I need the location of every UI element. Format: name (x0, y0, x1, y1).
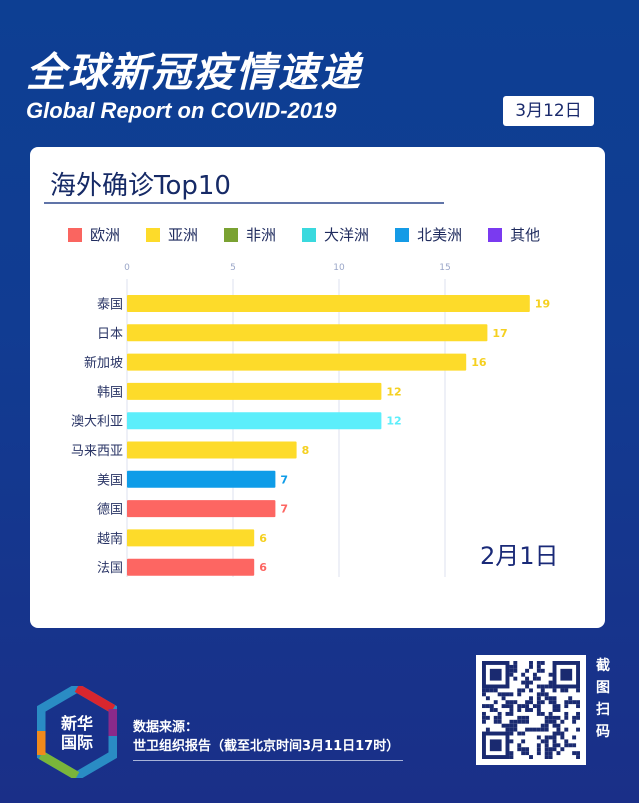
date-badge: 3月12日 (503, 96, 594, 126)
data-label: 19 (535, 298, 550, 311)
legend-swatch (146, 227, 161, 242)
data-label: 7 (280, 473, 288, 486)
data-label: 8 (302, 444, 310, 457)
bar (127, 558, 255, 576)
data-label: 12 (386, 415, 401, 428)
title-divider (44, 202, 444, 204)
category-label: 越南 (97, 531, 123, 547)
bar (127, 470, 276, 488)
source-label: 数据来源： (133, 720, 199, 735)
legend-item: 大洋洲 (302, 224, 369, 245)
category-label: 澳大利亚 (71, 414, 123, 430)
bar (127, 295, 530, 312)
x-tick-label: 10 (333, 263, 345, 273)
data-label: 6 (259, 532, 267, 545)
category-label: 美国 (97, 473, 123, 488)
bar (127, 529, 255, 547)
legend-label: 非洲 (246, 226, 277, 244)
legend-label: 大洋洲 (324, 226, 370, 244)
legend-swatch (224, 227, 239, 242)
legend-swatch (488, 227, 503, 242)
page-subtitle: Global Report on COVID-2019 (26, 98, 337, 123)
data-label: 17 (492, 327, 507, 340)
legend-item: 其他 (488, 224, 540, 245)
card-title: 海外确诊Top10 (50, 171, 231, 201)
qr-code[interactable] (476, 655, 586, 765)
x-tick-label: 0 (124, 263, 130, 273)
category-label: 法国 (97, 561, 123, 576)
bar (127, 441, 297, 459)
svg-text:新华: 新华 (61, 714, 93, 733)
bar (127, 412, 382, 430)
legend-label: 亚洲 (168, 226, 199, 244)
data-label: 6 (259, 561, 267, 574)
data-label: 12 (386, 385, 401, 398)
scan-hint: 截图扫码 (596, 658, 610, 740)
category-label: 德国 (97, 503, 123, 518)
legend-label: 欧洲 (90, 226, 121, 244)
data-label: 7 (280, 503, 288, 516)
legend-swatch (68, 227, 82, 242)
bar (127, 500, 276, 518)
data-label: 16 (471, 356, 487, 369)
legend: 欧洲 亚洲 非洲 大洋洲 北美洲 其他 (68, 224, 566, 245)
legend-item: 非洲 (224, 224, 276, 245)
category-label: 日本 (97, 327, 123, 342)
page-title: 全球新冠疫情速递 (26, 50, 362, 96)
legend-item: 亚洲 (146, 224, 198, 245)
bar-chart: 0 5 10 15 泰国 19 日本 17 新加坡 16 韩国 12 澳大利亚 12 马来西亚 8 美国 7 德国 7… (71, 263, 559, 577)
chart-card: 海外确诊Top10 欧洲 亚洲 非洲 大洋洲 北美洲 其他 0 5 10 15 泰国 19 日本 17 新… (30, 147, 605, 628)
bar (127, 382, 382, 400)
category-label: 泰国 (97, 298, 123, 313)
x-tick-label: 5 (230, 263, 236, 273)
category-label: 韩国 (97, 385, 123, 400)
legend-label: 其他 (510, 226, 541, 244)
svg-text:国际: 国际 (61, 733, 93, 752)
legend-swatch (395, 227, 410, 242)
footer-divider (133, 760, 403, 761)
legend-item: 欧洲 (68, 224, 120, 245)
source-text: 世卫组织报告（截至北京时间3月11日17时） (133, 739, 400, 754)
category-label: 马来西亚 (71, 444, 123, 459)
legend-swatch (302, 227, 317, 242)
legend-label: 北美洲 (417, 226, 463, 244)
legend-item: 北美洲 (395, 224, 462, 245)
x-tick-label: 15 (439, 263, 450, 273)
bar (127, 324, 488, 342)
bar (127, 353, 467, 371)
xinhua-logo: 新华 国际 (37, 686, 117, 778)
category-label: 新加坡 (84, 355, 123, 371)
date-annotation: 2月1日 (480, 542, 559, 570)
